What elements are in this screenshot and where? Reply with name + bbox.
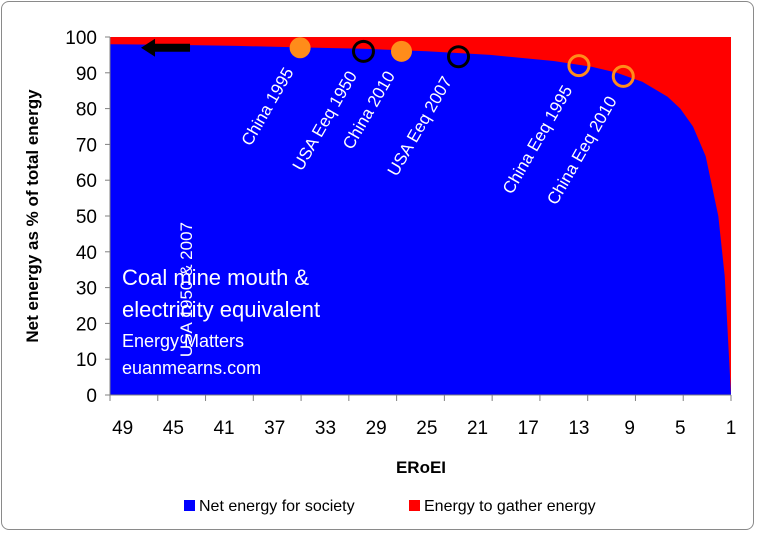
x-tick-label: 33: [315, 418, 336, 439]
note-line2: electricity equivalent: [122, 297, 320, 322]
y-tick-label: 10: [76, 350, 97, 371]
x-tick-label: 9: [624, 418, 635, 439]
x-tick-label: 45: [163, 418, 184, 439]
note-line1: Coal mine mouth &: [122, 265, 309, 290]
x-tick-label: 49: [112, 418, 133, 439]
x-tick-label: 37: [264, 418, 285, 439]
x-tick-label: 5: [675, 418, 686, 439]
x-tick-label: 25: [416, 418, 437, 439]
x-tick-label: 17: [518, 418, 539, 439]
legend-swatch-0: [184, 500, 195, 511]
y-tick-label: 90: [76, 64, 97, 85]
y-tick-label: 60: [76, 171, 97, 192]
y-tick-label: 20: [76, 314, 97, 335]
marker-china-eeq-1995: [567, 54, 591, 78]
marker-usa-eeq-1950: [351, 39, 375, 63]
legend: Net energy for society Energy to gather e…: [184, 498, 596, 515]
y-tick-label: 70: [76, 135, 97, 156]
x-axis-title: ERoEI: [396, 458, 446, 477]
marker-china-eeq-2010: [611, 64, 635, 88]
series-area-net-energy: [110, 44, 731, 395]
y-tick-label: 50: [76, 207, 97, 228]
y-tick-label: 0: [86, 386, 97, 407]
x-tick-label: 1: [726, 418, 737, 439]
marker-china-1995: [289, 37, 311, 59]
y-tick-label: 80: [76, 100, 97, 121]
x-tick-label: 29: [366, 418, 387, 439]
marker-china-2010: [390, 40, 412, 62]
y-tick-label: 100: [65, 28, 97, 49]
marker-usa-eeq-2007: [447, 45, 471, 69]
y-axis-title: Net energy as % of total energy: [23, 89, 42, 343]
legend-label-0: Net energy for society: [199, 498, 355, 515]
note-line3: Energy Matters: [122, 331, 244, 351]
legend-swatch-1: [409, 500, 420, 511]
annotation-label-usa-1950-2007: USA 1950 & 2007: [177, 222, 196, 357]
x-tick-label: 13: [568, 418, 589, 439]
x-tick-label: 41: [213, 418, 234, 439]
y-tick-label: 30: [76, 279, 97, 300]
x-tick-label: 21: [467, 418, 488, 439]
arrow-usa-1950-2007: [141, 38, 191, 57]
note-line4: euanmearns.com: [122, 358, 261, 378]
y-tick-label: 40: [76, 243, 97, 264]
legend-label-1: Energy to gather energy: [424, 498, 596, 515]
